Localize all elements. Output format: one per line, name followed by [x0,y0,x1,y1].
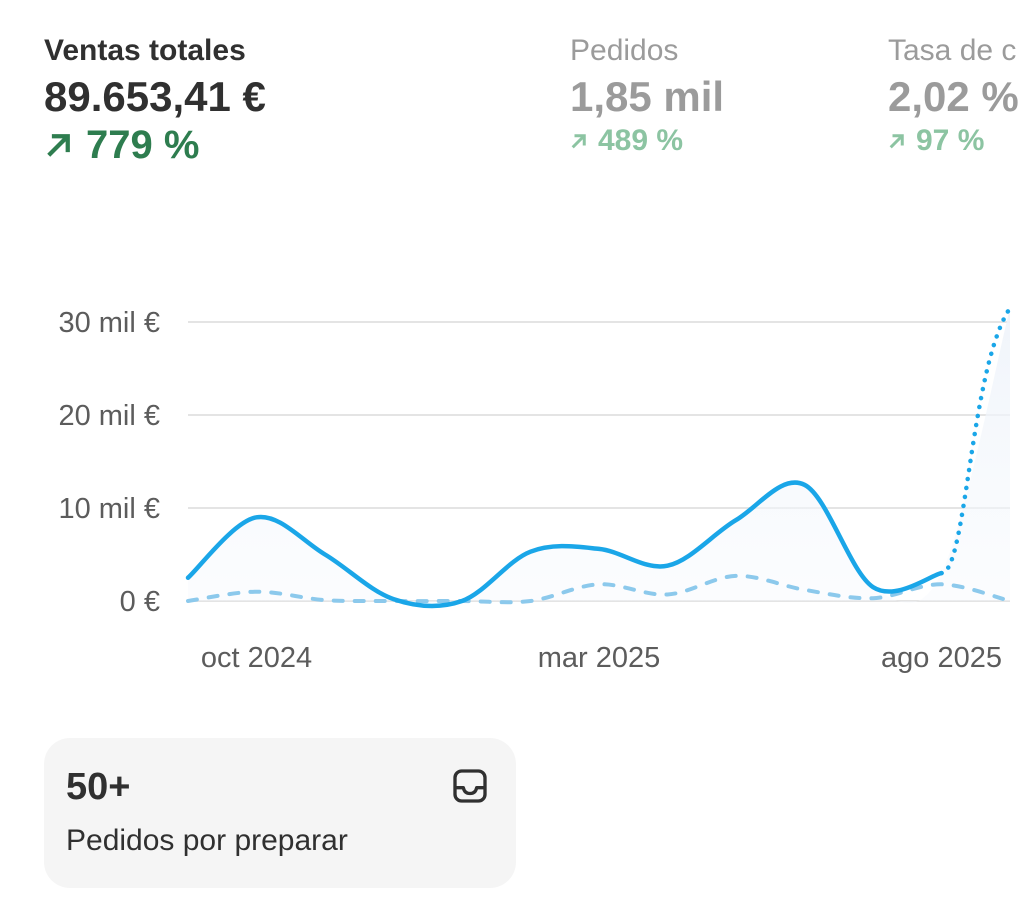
metric-change: 779 % [44,122,266,168]
metric-value: 1,85 mil [570,73,725,120]
current-period-line [185,480,944,609]
chart-area [188,308,1010,607]
current-period-partial-line [939,305,1013,576]
sales-line-chart: 0 € 10 mil € 20 mil € 30 mil € oct 2024 mar … [58,305,1013,674]
orders-to-fulfill-count: 50+ [66,766,131,808]
metric-label: Tasa de c [888,34,1017,67]
current-period-area [188,308,1010,607]
y-tick-label: 30 mil € [58,307,160,339]
metric-orders[interactable]: Pedidos 1,85 mil 489 % [570,30,724,160]
inbox-icon [453,769,487,803]
x-tick-label: oct 2024 [201,642,312,674]
arrow-up-right-icon [47,134,70,157]
metric-label: Pedidos [570,34,679,67]
metric-total-sales[interactable]: Ventas totales 89.653,41 € 779 % [44,30,266,168]
metric-label: Ventas totales [44,34,246,67]
y-tick-label: 20 mil € [58,400,160,432]
previous-period-line [186,573,1012,605]
orders-to-fulfill-label: Pedidos por preparar [66,824,348,857]
orders-to-fulfill-card[interactable]: 50+ Pedidos por preparar [44,738,516,888]
metric-change: 489 % [570,122,724,160]
metric-change: 97 % [888,122,1019,160]
x-axis-labels: oct 2024 mar 2025 ago 2025 [201,642,1002,674]
y-tick-label: 10 mil € [58,493,160,525]
metric-change-value: 97 % [916,124,985,157]
metric-value: 89.653,41 € [44,73,266,120]
metric-conversion-rate[interactable]: Tasa de c 2,02 % 97 % [888,30,1019,160]
y-axis-labels: 0 € 10 mil € 20 mil € 30 mil € [58,307,160,618]
x-tick-label: mar 2025 [538,642,661,674]
metric-change-value: 779 % [86,123,200,167]
chart-series [185,305,1013,609]
metric-value: 2,02 % [888,73,1019,120]
metric-change-value: 489 % [598,124,684,157]
arrow-up-right-icon [889,134,904,149]
x-tick-label: ago 2025 [881,642,1002,674]
arrow-up-right-icon [571,134,586,149]
y-tick-label: 0 € [120,586,160,618]
